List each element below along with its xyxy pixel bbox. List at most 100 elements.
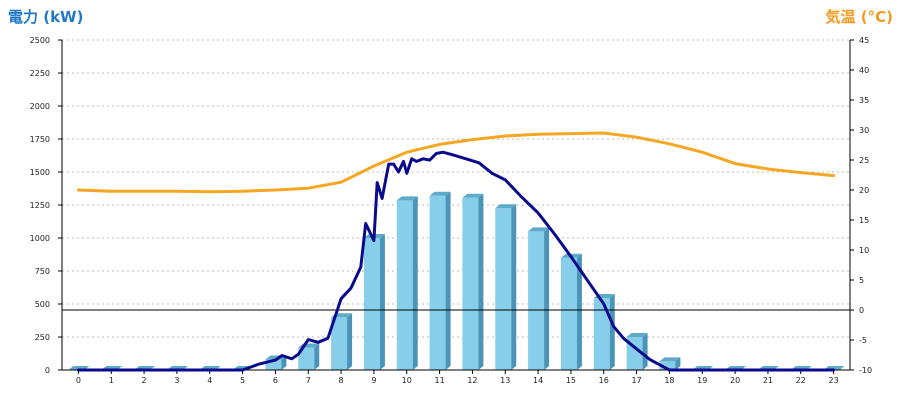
x-tick-label: 11 — [434, 376, 444, 385]
bar — [363, 234, 385, 370]
right-tick-label: 35 — [859, 96, 869, 105]
x-tick-label: 10 — [402, 376, 412, 385]
right-tick-label: 45 — [859, 36, 869, 45]
axes-layer — [58, 39, 854, 374]
bar-side — [281, 355, 287, 370]
bar-side — [314, 343, 320, 370]
left-tick-label: 2500 — [30, 36, 50, 45]
right-tick-label: 10 — [859, 246, 869, 255]
right-tick-label: 5 — [859, 276, 864, 285]
x-tick-label: 4 — [207, 376, 212, 385]
bar — [560, 253, 582, 370]
bar-front — [265, 359, 282, 370]
bar-front — [659, 361, 676, 370]
left-tick-label: 250 — [35, 333, 50, 342]
right-tick-label: 15 — [859, 216, 869, 225]
bar-front — [560, 257, 577, 370]
bar-side — [544, 227, 550, 370]
right-tick-label: -5 — [859, 336, 867, 345]
right-tick-label: 25 — [859, 156, 869, 165]
bar — [331, 313, 353, 370]
bar-front — [363, 238, 380, 370]
left-tick-label: 2250 — [30, 69, 50, 78]
bar-side — [478, 193, 484, 370]
left-tick-label: 1000 — [30, 234, 50, 243]
x-tick-label: 17 — [631, 376, 641, 385]
right-tick-label: 0 — [859, 306, 864, 315]
bar — [429, 191, 451, 370]
x-tick-label: 14 — [533, 376, 543, 385]
bar-front — [593, 298, 610, 370]
x-tick-label: 9 — [371, 376, 376, 385]
bar-side — [675, 357, 681, 370]
bar-top — [396, 196, 418, 201]
bar-top — [429, 191, 451, 196]
bar-side — [347, 313, 353, 370]
bar-top — [495, 204, 517, 209]
bar-top — [659, 357, 681, 362]
bar-front — [396, 200, 413, 370]
bar-front — [528, 231, 545, 370]
temperature-line — [76, 131, 836, 194]
x-tick-label: 12 — [467, 376, 477, 385]
bar-top — [462, 193, 484, 198]
bar-side — [511, 204, 517, 370]
left-tick-label: 1500 — [30, 168, 50, 177]
x-tick-label: 15 — [566, 376, 576, 385]
bar — [396, 196, 418, 370]
bar-front — [495, 208, 512, 370]
bar — [626, 333, 648, 370]
right-tick-label: 30 — [859, 126, 869, 135]
bar — [528, 227, 550, 370]
x-tick-label: 20 — [730, 376, 740, 385]
bar-front — [298, 347, 315, 370]
grid-layer — [62, 39, 850, 338]
left-tick-label: 750 — [35, 267, 50, 276]
x-tick-label: 18 — [664, 376, 674, 385]
right-axis-title: 気温 (°C) — [826, 8, 893, 26]
x-tick-label: 5 — [240, 376, 245, 385]
labels-layer: 02505007501000125015001750200022502500-1… — [30, 36, 872, 385]
left-tick-label: 0 — [45, 366, 50, 375]
right-tick-label: 40 — [859, 66, 869, 75]
left-tick-label: 500 — [35, 300, 50, 309]
x-tick-label: 16 — [599, 376, 609, 385]
x-tick-label: 19 — [697, 376, 707, 385]
bars-layer — [68, 191, 845, 370]
x-tick-label: 22 — [796, 376, 806, 385]
bar-front — [331, 317, 348, 370]
x-tick-label: 6 — [273, 376, 278, 385]
x-tick-label: 13 — [500, 376, 510, 385]
lines-layer — [76, 131, 836, 372]
bar-top — [626, 333, 648, 337]
bar-side — [379, 234, 385, 370]
bar-side — [445, 191, 451, 370]
x-tick-label: 21 — [763, 376, 773, 385]
left-axis-title: 電力 (kW) — [8, 8, 83, 26]
bar — [495, 204, 517, 370]
bar-side — [412, 196, 418, 370]
right-tick-label: 20 — [859, 186, 869, 195]
bar-front — [429, 195, 446, 370]
bar-side — [576, 253, 582, 370]
left-tick-label: 1250 — [30, 201, 50, 210]
bar-side — [642, 333, 648, 370]
bar-front — [462, 197, 479, 370]
bar — [593, 294, 615, 370]
bar — [659, 357, 681, 370]
power-line — [76, 150, 836, 372]
x-tick-label: 1 — [109, 376, 114, 385]
x-tick-label: 7 — [306, 376, 311, 385]
x-tick-label: 3 — [174, 376, 179, 385]
x-tick-label: 8 — [339, 376, 344, 385]
bar — [462, 193, 484, 370]
bar-side — [609, 294, 615, 370]
x-tick-label: 2 — [142, 376, 147, 385]
left-tick-label: 2000 — [30, 102, 50, 111]
bar-top — [528, 227, 550, 232]
right-tick-label: -10 — [859, 366, 872, 375]
x-tick-label: 0 — [76, 376, 81, 385]
left-tick-label: 1750 — [30, 135, 50, 144]
